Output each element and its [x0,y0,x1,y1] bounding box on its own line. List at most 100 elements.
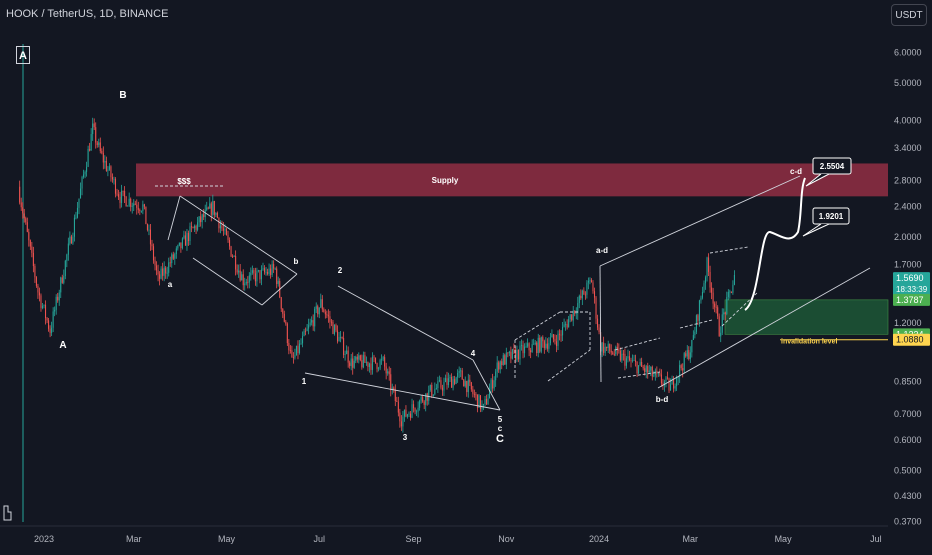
candle [148,229,150,231]
wave-label: B [119,90,126,101]
candle [101,151,103,153]
candle [136,204,138,208]
candle [38,292,40,296]
candle [69,236,71,244]
candle [289,350,291,352]
candle [327,315,329,317]
candle [149,229,151,245]
candle [370,363,372,370]
candle [99,142,101,152]
candle [54,309,56,312]
candle [673,378,675,389]
candle [165,267,167,274]
candle [213,201,215,215]
candle [484,399,486,405]
candle [204,209,206,218]
candle [714,303,716,307]
candle [241,274,243,281]
candle [55,296,57,310]
candle [694,331,696,336]
candle [604,346,606,353]
drawing-tool-label[interactable]: A [16,46,30,64]
candle [338,337,340,342]
candle [489,389,491,399]
channel-line [617,371,661,379]
candle [222,228,224,231]
candle [610,350,612,353]
candle [502,355,504,366]
candle [374,357,377,364]
candle [19,186,21,203]
candle [397,401,399,413]
candle [368,363,370,367]
candle [210,203,212,215]
candle [711,287,713,293]
candle [721,314,723,333]
candle [630,360,632,362]
x-tick-label: 2024 [589,534,609,544]
candle [35,277,37,286]
candle [557,333,559,346]
candle [381,359,383,361]
candle [432,394,434,396]
wave-label: b-d [656,395,669,404]
channel-lower-line [657,267,871,389]
candle [282,308,284,314]
candle [581,290,583,299]
candle [250,272,252,276]
candle [218,217,220,229]
candle [417,407,419,412]
candle [83,174,85,177]
candle [190,226,193,228]
candle [593,291,596,298]
candle [362,355,364,368]
candle [446,378,448,386]
candle [98,142,100,145]
candle [257,270,259,272]
candle [414,408,416,412]
candle [235,255,237,270]
candle [60,277,62,293]
candle [431,384,433,396]
channel-line [614,337,661,351]
candle [543,341,545,349]
y-tick-label: 1.2000 [894,318,922,328]
candle [260,269,263,280]
candle [469,379,471,383]
target-2-callout-tail [805,173,830,187]
candle [545,343,547,349]
candle [116,193,118,195]
candle [384,357,386,367]
candle [309,322,311,326]
candle [572,310,574,321]
candle [425,393,427,405]
wave-label: c [498,424,503,433]
candle [668,378,670,391]
candle [723,312,725,315]
candle [712,292,714,304]
candle [622,353,624,355]
candle [207,207,209,209]
candle [540,337,542,352]
candle [216,213,218,218]
candle [117,194,120,198]
candle [277,280,279,284]
candle [642,366,644,369]
candle [297,345,299,354]
currency-selector[interactable]: USDT [891,4,927,26]
candle [584,294,586,296]
candle [248,275,250,283]
candle [134,203,136,205]
candle [247,281,249,283]
candle [303,330,305,337]
candle [691,339,693,353]
candle [46,318,48,321]
candle [592,282,594,292]
x-tick-label: May [218,534,236,544]
candle [84,171,86,175]
candle [350,358,352,366]
candle [505,352,507,365]
candle [66,254,68,261]
